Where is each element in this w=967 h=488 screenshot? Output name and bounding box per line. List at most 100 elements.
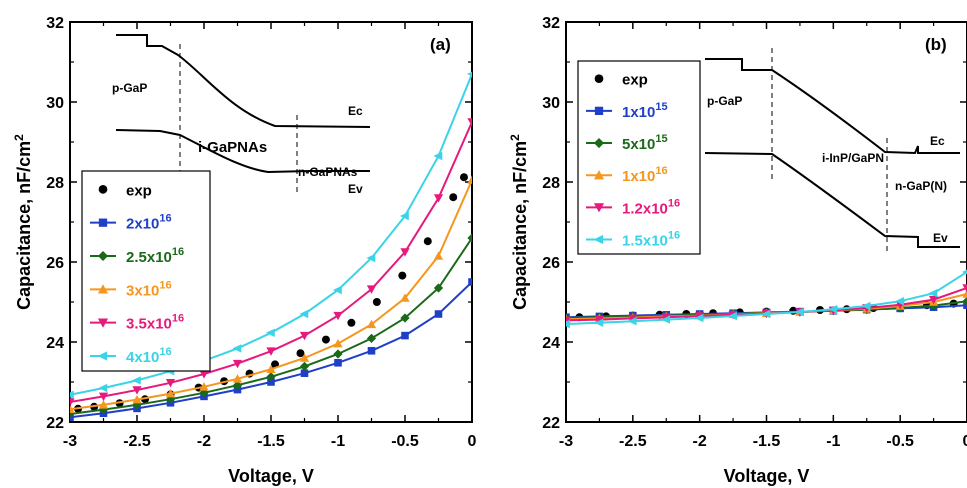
- data-point: [296, 349, 305, 358]
- band-diagram-inset: p-GaP i-GaPNAs n-GaPNAs Ec Ev: [112, 34, 371, 196]
- band-diagram-inset: p-GaP i-InP/GaPN n-GaP(N) Ec Ev: [704, 48, 960, 255]
- y-tick-label: 30: [46, 95, 64, 112]
- data-point: [299, 309, 309, 319]
- data-point: [333, 311, 343, 321]
- data-point: [467, 118, 472, 127]
- data-point: [98, 383, 108, 393]
- x-tick-label: 0: [963, 433, 967, 450]
- legend-label: 5x1015: [622, 133, 668, 153]
- data-point: [165, 388, 176, 398]
- data-point: [300, 369, 309, 377]
- legend-label: exp: [622, 72, 648, 89]
- legend-label-main: exp: [126, 182, 152, 199]
- x-axis-label: Voltage, V: [724, 466, 810, 486]
- x-tick-label: -2: [197, 433, 211, 450]
- panel-label: (b): [925, 35, 947, 54]
- region-label-p: p-GaP: [112, 81, 147, 95]
- data-point: [961, 269, 967, 275]
- data-point: [232, 344, 242, 353]
- x-tick-label: -1.5: [257, 433, 285, 450]
- y-tick-label: 28: [542, 175, 560, 192]
- legend-marker: [593, 137, 605, 149]
- legend-item: 1x1015: [586, 101, 668, 121]
- y-axis-label-sup: 2: [12, 134, 26, 141]
- series-layer: [566, 269, 967, 329]
- data-point: [400, 293, 410, 302]
- data-point: [366, 319, 377, 329]
- x-tick-label: -2.5: [619, 433, 647, 450]
- data-point: [962, 296, 967, 306]
- legend-label: 1x1015: [622, 101, 668, 121]
- data-point: [467, 175, 472, 184]
- legend-label-main: 1x10: [622, 168, 655, 185]
- legend-label: 1.5x1016: [622, 230, 680, 250]
- series-1-5x10-e16: [566, 269, 967, 329]
- data-point: [367, 347, 376, 355]
- legend-label: 4x1016: [126, 346, 172, 366]
- data-point: [566, 316, 571, 326]
- legend-label-main: 1.5x10: [622, 233, 668, 250]
- data-point: [299, 331, 310, 341]
- data-point: [347, 318, 356, 327]
- data-point: [459, 173, 468, 182]
- series-3x10-e16: [70, 175, 472, 413]
- legend-marker: [97, 250, 109, 262]
- data-point: [761, 309, 771, 319]
- y-tick-label: 32: [46, 15, 64, 32]
- region-label-n: n-GaP(N): [895, 179, 947, 193]
- data-point: [433, 283, 444, 293]
- conduction-band-edge: [705, 58, 960, 155]
- legend-label: 2x1016: [126, 213, 172, 233]
- legend-label: 2.5x1016: [126, 246, 184, 266]
- data-point: [400, 248, 410, 257]
- legend-box: [577, 60, 701, 255]
- data-point: [366, 285, 377, 294]
- data-point: [434, 310, 443, 318]
- x-tick-label: -2.5: [123, 433, 151, 450]
- region-label-i: i-InP/GaPN: [822, 151, 884, 165]
- legend-marker: [593, 203, 605, 213]
- legend-label-exponent: 16: [159, 213, 171, 225]
- y-tick-label: 30: [542, 95, 560, 112]
- legend-marker: [594, 74, 604, 84]
- y-tick-label: 24: [46, 335, 64, 352]
- data-point: [299, 361, 310, 372]
- data-point: [132, 386, 142, 395]
- legend-label-exponent: 16: [668, 197, 680, 209]
- y-axis-label-sup: 2: [508, 134, 522, 141]
- legend-item: 4x1016: [90, 346, 172, 366]
- band-label-ec: Ec: [930, 134, 945, 148]
- x-tick-label: -1: [331, 433, 345, 450]
- legend-label-main: 1.2x10: [622, 200, 668, 217]
- data-point: [199, 370, 209, 379]
- legend-label-exponent: 16: [172, 246, 184, 258]
- series-2-5x10-e16: [70, 233, 472, 419]
- legend-label-main: 3x10: [126, 282, 159, 299]
- legend-marker: [593, 170, 605, 180]
- x-tick-label: 0: [468, 433, 477, 450]
- panel-b: -3 -2.5 -2 -1.5 -1 -0.5 0 22 24 26 28 30 32 Voltage, …: [508, 15, 967, 486]
- data-point: [694, 313, 704, 323]
- legend-marker: [98, 218, 108, 227]
- band-label-ev: Ev: [933, 231, 948, 245]
- legend-label-main: 2x10: [126, 216, 159, 233]
- legend-label-exponent: 16: [668, 230, 680, 242]
- data-point: [433, 251, 444, 260]
- y-tick-label: 32: [542, 15, 560, 32]
- y-tick-label: 28: [46, 175, 64, 192]
- legend-label-exponent: 16: [172, 313, 184, 325]
- series-3-5x10-e16: [70, 118, 472, 407]
- legend-label: 3x1016: [126, 279, 172, 299]
- x-tick-label: -1: [826, 433, 840, 450]
- legend-item: 1.5x1016: [586, 230, 680, 250]
- legend-label-exponent: 15: [655, 101, 667, 113]
- legend-item: 3.5x1016: [90, 313, 184, 333]
- data-point: [333, 349, 343, 359]
- data-point: [566, 319, 570, 329]
- data-point: [267, 378, 275, 386]
- legend-item: 1x1016: [586, 165, 668, 185]
- y-tick-label: 22: [542, 415, 560, 432]
- data-point: [627, 317, 637, 326]
